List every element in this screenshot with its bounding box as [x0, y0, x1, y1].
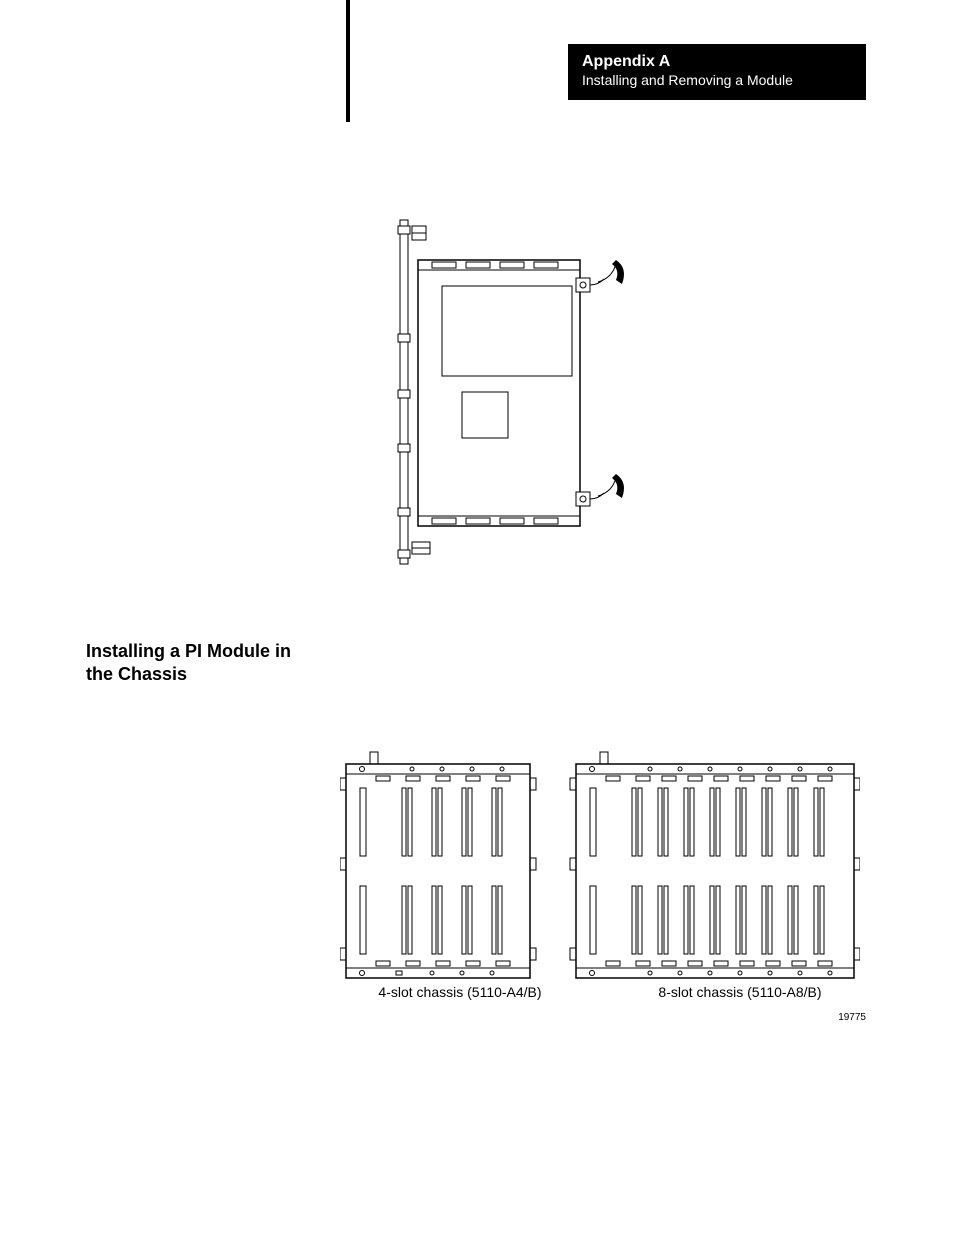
chassis-caption-row: 4-slot chassis (5110-A4/B) 8-slot chassi… — [340, 984, 860, 1000]
page: Appendix A Installing and Removing a Mod… — [0, 0, 954, 1235]
header-bar: Appendix A Installing and Removing a Mod… — [568, 44, 866, 100]
caption-8slot: 8-slot chassis (5110-A8/B) — [640, 984, 840, 1000]
section-heading: Installing a PI Module in the Chassis — [86, 640, 306, 685]
appendix-label: Appendix A — [582, 52, 852, 71]
caption-4slot: 4-slot chassis (5110-A4/B) — [360, 984, 560, 1000]
figure-module — [392, 216, 636, 568]
figure-number: 19775 — [838, 1012, 866, 1023]
header-vertical-rule — [346, 0, 350, 122]
appendix-subtitle: Installing and Removing a Module — [582, 71, 852, 91]
